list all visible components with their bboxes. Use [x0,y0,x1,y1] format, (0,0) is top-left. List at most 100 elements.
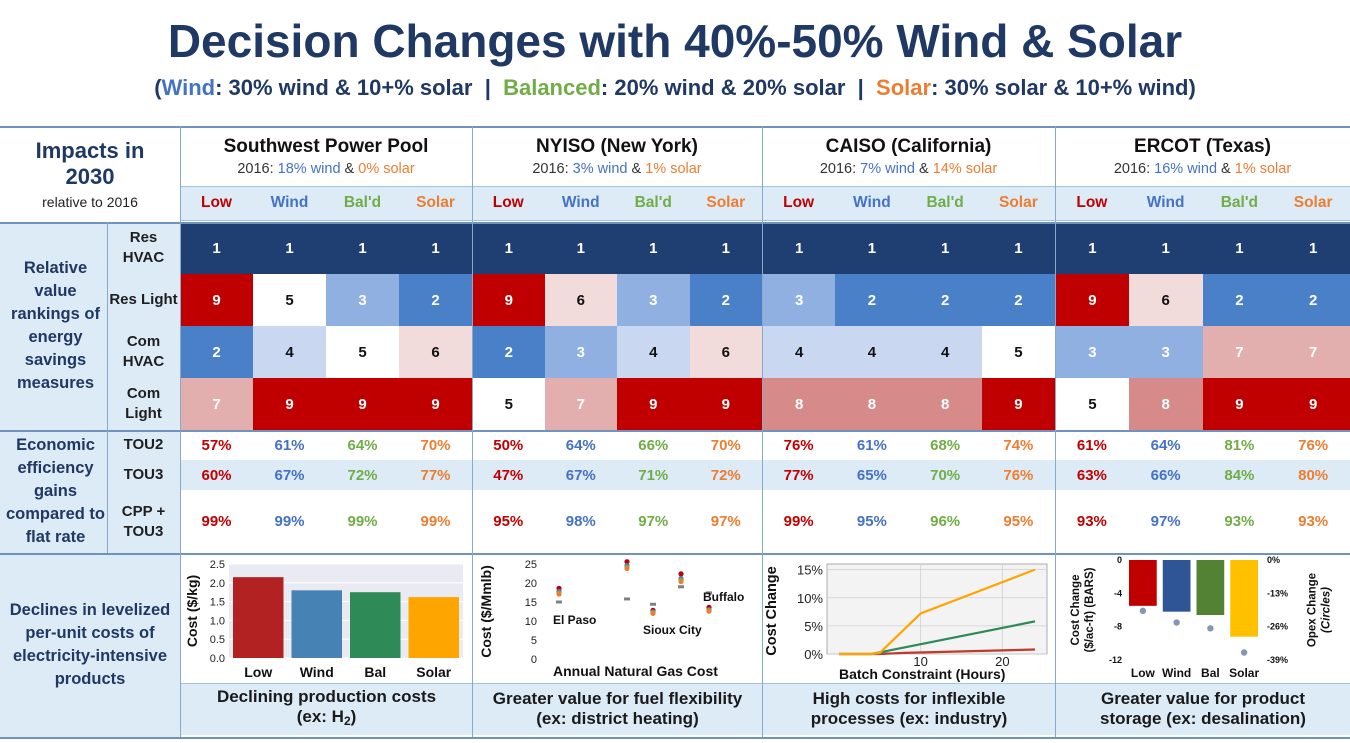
region-share-prefix: 2016: [532,161,573,177]
bar-solar [1230,560,1258,637]
x-tick-label: Bal [1201,666,1220,680]
rank-cell: 8 [835,378,909,430]
rank-cell: 4 [253,326,326,378]
eff-cell: 99% [347,513,378,530]
divider [180,220,1350,221]
scatter-point [678,571,684,577]
rank-row-label-1: Res Light [109,291,178,308]
eff-cell: 72% [710,466,741,484]
region-share-wind: 18% wind [277,161,341,177]
rank-cell: 1 [1276,222,1350,274]
eff-cell: 93% [1076,513,1107,530]
rank-cell: 2 [689,274,762,326]
column-header-0-0: Low [201,194,232,211]
caption-line2: (ex: district heating) [536,709,698,729]
eff-cell: 96% [930,513,961,530]
caption-line2-text: (ex: H [296,707,344,726]
rank-cell: 9 [326,378,399,430]
rank-cell: 6 [689,326,762,378]
rank-cell: 9 [981,378,1055,430]
y-tick-label-left: -4 [1114,588,1122,598]
eff-row-label-0: TOU2 [123,436,164,453]
y-tick-label: 1.0 [210,615,225,627]
column-header-2-2: Bal'd [926,194,964,211]
divider [107,222,108,553]
rank-cell: 1 [399,222,472,274]
bar-low [233,577,284,658]
caption-line1: Greater value for fuel flexibility [492,689,743,708]
region-share-amp: & [914,161,933,177]
rank-section-label: Relative value rankings of energy saving… [11,259,100,392]
column-header-0-3: Solar [416,194,455,211]
region-share-wind: 16% wind [1154,161,1218,177]
eff-cell: 50% [493,436,524,454]
eff-cell: 61% [274,436,305,454]
rank-cell: 1 [253,222,326,274]
y-axis-label-left-1: Cost Change [1070,575,1082,646]
rank-row-label-0: Res HVAC [122,229,165,266]
eff-cell: 67% [274,466,305,484]
column-header-1-1: Wind [561,194,600,211]
eff-cell: 47% [493,466,524,484]
decline-section-label: Declines in levelized per-unit costs of … [9,601,171,688]
eff-cell: 57% [201,436,232,454]
rank-row-label-3: Com Light [125,385,162,422]
tou3-row-band [180,460,1350,490]
eff-cell: 64% [565,436,596,454]
annotation-buffalo: Buffalo [703,590,744,604]
rank-cell: 3 [762,274,836,326]
rank-cell: 9 [472,274,545,326]
region-share-1: 2016: 3% wind & 1% solar [472,161,762,181]
y-tick-label: 0 [531,654,537,666]
divider [180,186,1350,187]
caption-line2-text: processes (ex: industry) [810,709,1008,728]
rank-cell: 1 [908,222,982,274]
rank-cell: 1 [689,222,762,274]
rank-cell: 9 [1202,378,1277,430]
rank-cell: 3 [1128,326,1203,378]
divider [180,683,1350,684]
left-label-band-decline [0,553,180,737]
region-share-solar: 14% solar [932,161,998,177]
rank-cell: 2 [908,274,982,326]
y-tick-label-left: -12 [1109,655,1122,665]
rank-cell: 6 [1128,274,1203,326]
region-share-wind: 3% wind [572,161,628,177]
region-share-wind: 7% wind [860,161,915,177]
caption-3: Greater value for product storage (ex: de… [1056,683,1350,735]
eff-section-label: Economic efficiency gains compared to fl… [5,436,106,546]
rank-cell: 1 [1202,222,1277,274]
eff-cell: 65% [856,466,887,484]
page-subtitle: (Wind: 30% wind & 10+% solar | Balanced:… [0,75,1350,101]
caption-subscript: 2 [343,714,351,728]
eff-cell: 70% [420,436,451,454]
rank-cell: 2 [835,274,909,326]
eff-cell: 70% [930,466,961,484]
column-header-1-2: Bal'd [634,194,672,211]
eff-cell: 95% [856,513,887,530]
column-header-3-1: Wind [1146,194,1185,211]
eff-cell: 72% [347,466,378,484]
column-header-2-0: Low [783,194,815,211]
caption-line2: processes (ex: industry) [811,709,1008,729]
region-share-amp: & [340,161,359,177]
x-tick-label: Solar [1229,666,1259,680]
rank-cell: 5 [326,326,399,378]
region-share-prefix: 2016: [1113,161,1155,177]
eff-cell: 98% [565,513,596,530]
subtitle-balanced-desc: : 20% wind & 20% solar | [600,75,877,100]
eff-cell: 95% [1003,513,1034,530]
rank-cell: 4 [617,326,690,378]
rank-cell: 6 [399,326,472,378]
y-tick-label: 0% [804,647,823,662]
scatter-point [650,610,656,616]
divider [0,430,1350,432]
rank-cell: 5 [1055,378,1129,430]
y-tick-label: 0.0 [210,653,225,665]
subtitle-balanced-word: Balanced [503,75,601,100]
rank-cell: 9 [399,378,472,430]
bar-bal [350,592,401,658]
eff-cell: 76% [1298,436,1329,454]
y-tick-label-right: -13% [1267,588,1288,598]
eff-cell: 93% [1224,513,1255,530]
